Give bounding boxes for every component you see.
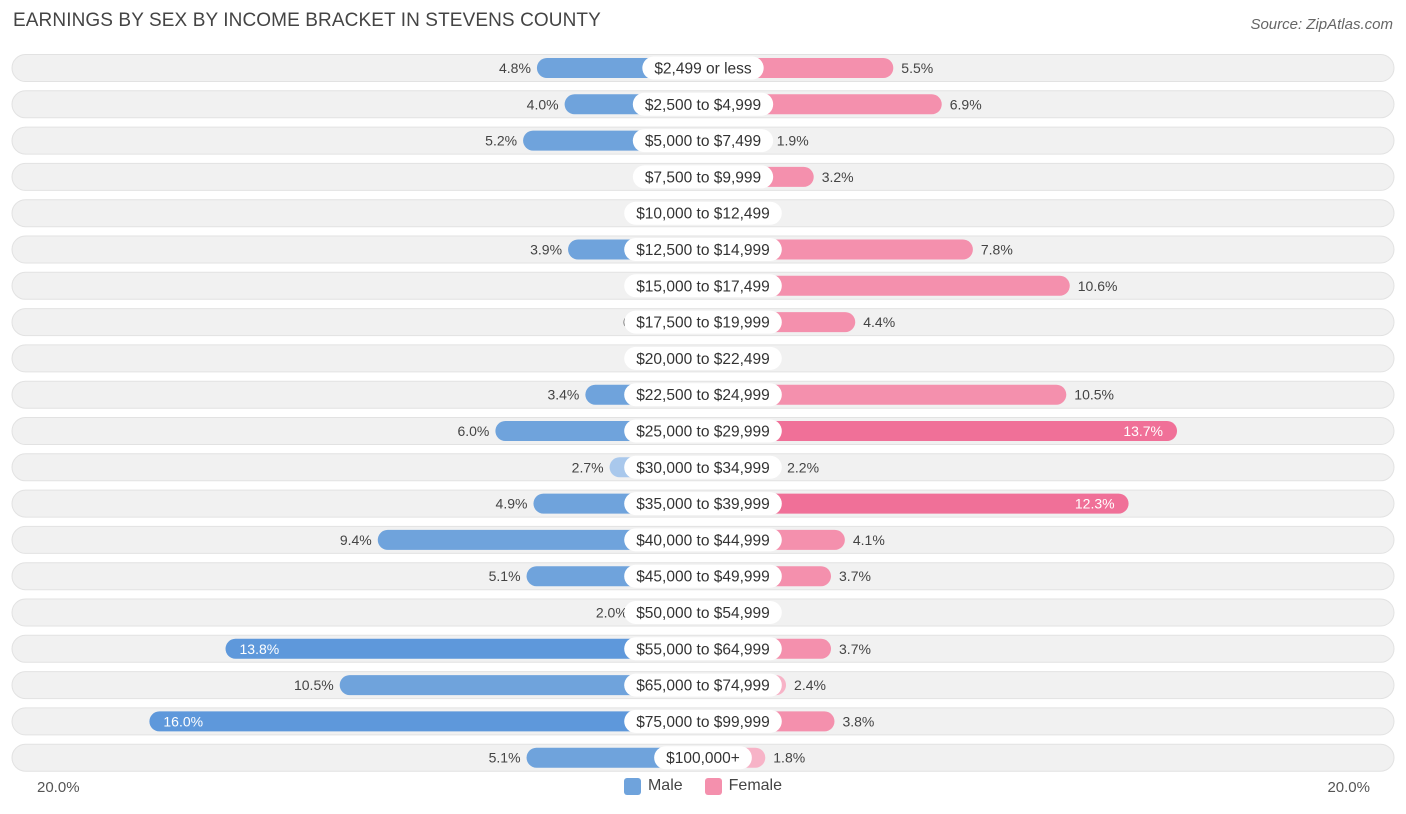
category-pill xyxy=(624,528,782,552)
category-label: $12,500 to $14,999 xyxy=(636,242,770,259)
male-value-label: 5.1% xyxy=(489,568,521,584)
axis-right-label: 20.0% xyxy=(1327,779,1370,796)
female-value-label: 4.4% xyxy=(863,314,895,330)
category-label: $10,000 to $12,499 xyxy=(636,206,770,223)
category-label: $2,499 or less xyxy=(654,61,752,78)
male-value-label: 6.0% xyxy=(457,423,489,439)
legend-item-female[interactable]: Female xyxy=(704,777,783,795)
category-pill xyxy=(624,637,782,661)
male-value-label: 4.9% xyxy=(496,496,528,512)
legend: Male Female xyxy=(0,777,1406,795)
female-value-label: 3.7% xyxy=(839,641,871,657)
category-pill xyxy=(624,238,782,261)
category-pill xyxy=(624,709,782,733)
male-value-label: 4.0% xyxy=(527,96,559,112)
category-pill xyxy=(624,419,782,443)
female-bar[interactable] xyxy=(703,493,1129,514)
axis-left-label: 20.0% xyxy=(37,779,80,796)
female-bar[interactable] xyxy=(703,275,1070,296)
female-value-label: 6.9% xyxy=(950,96,982,112)
category-label: $22,500 to $24,999 xyxy=(636,387,770,404)
category-pill xyxy=(654,746,752,770)
category-pill xyxy=(624,346,782,370)
male-bar[interactable] xyxy=(339,675,703,696)
female-value-label: 10.5% xyxy=(1074,387,1114,403)
category-label: $100,000+ xyxy=(666,750,740,767)
category-pill xyxy=(624,201,782,225)
male-swatch-icon xyxy=(623,777,641,795)
female-value-label: 3.8% xyxy=(842,713,874,729)
category-pill xyxy=(624,310,782,334)
female-value-label: 3.2% xyxy=(822,169,854,185)
female-bar[interactable] xyxy=(703,384,1067,405)
male-bar[interactable] xyxy=(149,711,703,732)
category-label: $30,000 to $34,999 xyxy=(636,460,770,477)
legend-male-label: Male xyxy=(647,777,683,794)
female-value-label: 2.2% xyxy=(787,459,819,475)
category-pill xyxy=(624,564,782,588)
female-swatch-icon xyxy=(704,777,722,795)
male-value-label: 5.2% xyxy=(485,133,517,149)
female-value-label: 12.3% xyxy=(1075,496,1115,512)
category-label: $7,500 to $9,999 xyxy=(645,169,761,186)
category-label: $25,000 to $29,999 xyxy=(636,424,770,441)
female-value-label: 4.1% xyxy=(853,532,885,548)
female-value-label: 1.8% xyxy=(773,750,805,766)
category-pill xyxy=(624,274,782,298)
category-pill xyxy=(632,92,774,116)
category-label: $2,500 to $4,999 xyxy=(645,97,761,114)
category-pill xyxy=(624,601,782,624)
male-value-label: 2.7% xyxy=(572,459,604,475)
male-value-label: 9.4% xyxy=(340,532,372,548)
male-value-label: 16.0% xyxy=(163,713,203,729)
legend-female-label: Female xyxy=(728,777,783,794)
male-value-label: 13.8% xyxy=(240,641,280,657)
male-bar[interactable] xyxy=(225,638,703,659)
female-value-label: 13.7% xyxy=(1123,423,1163,439)
male-value-label: 4.8% xyxy=(499,60,531,76)
category-label: $50,000 to $54,999 xyxy=(636,605,770,622)
category-pill xyxy=(624,492,782,516)
category-label: $75,000 to $99,999 xyxy=(636,714,770,731)
female-value-label: 1.9% xyxy=(777,133,809,149)
female-value-label: 5.5% xyxy=(901,60,933,76)
category-pill xyxy=(624,383,782,407)
female-value-label: 10.6% xyxy=(1078,278,1118,294)
male-value-label: 5.1% xyxy=(489,750,521,766)
female-bar[interactable] xyxy=(703,421,1178,441)
source-label: Source: ZipAtlas.com xyxy=(1250,16,1393,33)
category-pill xyxy=(624,673,782,697)
female-value-label: 2.4% xyxy=(794,677,826,693)
category-label: $65,000 to $74,999 xyxy=(636,678,770,695)
chart-title: EARNINGS BY SEX BY INCOME BRACKET IN STE… xyxy=(13,10,601,31)
category-pill xyxy=(642,56,764,80)
female-value-label: 3.7% xyxy=(839,568,871,584)
male-value-label: 2.0% xyxy=(596,605,628,621)
female-value-label: 7.8% xyxy=(981,242,1013,258)
legend-item-male[interactable]: Male xyxy=(623,777,683,795)
category-pill xyxy=(632,165,774,189)
male-value-label: 3.4% xyxy=(547,387,579,403)
category-label: $20,000 to $22,499 xyxy=(636,351,770,368)
male-value-label: 10.5% xyxy=(294,677,334,693)
category-label: $5,000 to $7,499 xyxy=(645,133,761,150)
male-bar[interactable] xyxy=(377,529,703,550)
category-label: $17,500 to $19,999 xyxy=(636,315,770,332)
category-label: $15,000 to $17,499 xyxy=(636,278,770,295)
category-pill xyxy=(624,455,782,479)
male-value-label: 3.9% xyxy=(530,242,562,258)
category-label: $35,000 to $39,999 xyxy=(636,496,770,513)
category-label: $40,000 to $44,999 xyxy=(636,532,770,549)
category-label: $45,000 to $49,999 xyxy=(636,569,770,586)
category-label: $55,000 to $64,999 xyxy=(636,641,770,658)
category-pill xyxy=(632,129,774,153)
